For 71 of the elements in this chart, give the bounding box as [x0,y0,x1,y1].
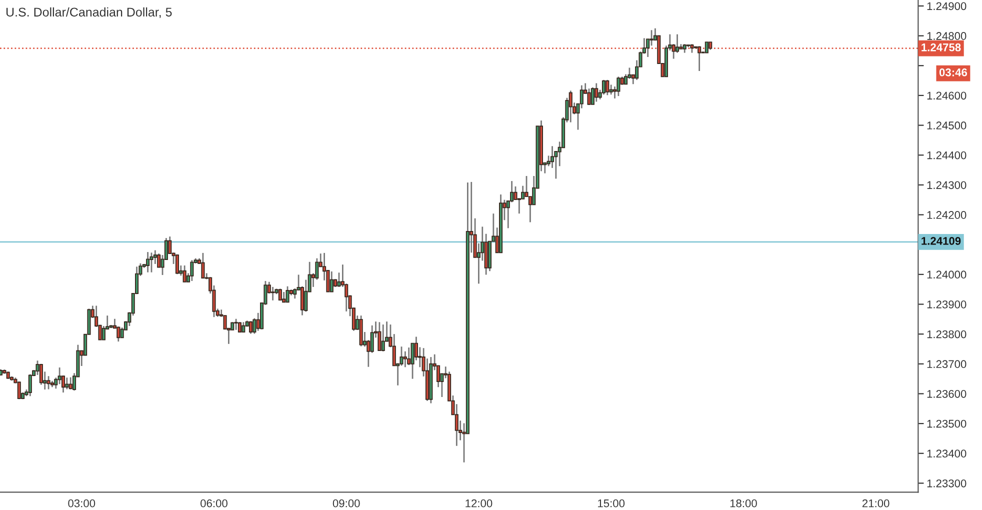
candlestick [650,29,654,46]
candlestick [242,321,246,333]
candlestick [698,46,702,72]
text: U.S. Dollar/Canadian Dollar, 5 [6,7,172,18]
candlestick [286,286,290,303]
candlestick [378,321,382,352]
candlestick [616,76,620,97]
candlestick [594,82,598,102]
y-tick-label: 1.23600 [927,390,966,398]
candlestick [704,42,708,54]
candlestick [39,363,43,386]
x-tick-label: 21:00 [862,499,890,508]
y-tick-label: 1.24600 [927,92,966,100]
candlestick [675,34,680,54]
candlestick [28,374,32,397]
candlestick [102,325,106,340]
candlestick [521,185,525,200]
y-tick-label: 1.23400 [927,450,966,458]
ref-line-label: 1.24109 [922,237,961,245]
y-tick-label: 1.24000 [927,270,966,279]
candlestick [590,86,594,106]
candlestick [278,288,282,301]
candlestick [587,88,591,106]
candlestick [602,79,606,96]
candlestick [271,286,275,302]
candlestick [146,251,150,274]
x-tick-label: 18:00 [730,499,757,508]
candlestick [58,366,62,385]
y-tick-label: 1.24300 [927,181,966,190]
candlestick [234,318,238,331]
y-tick-label: 1.24500 [927,122,966,130]
candlestick [606,79,610,96]
candlestick [282,291,286,303]
text: 03:46 [939,68,968,76]
x-tick-label: 15:00 [598,499,625,508]
candlestick [65,376,69,390]
y-tick-label: 1.23900 [927,300,966,308]
y-tick-label: 1.23700 [927,360,966,368]
y-tick-label: 1.23300 [927,479,966,488]
candlestick [392,333,396,366]
candlestick [568,90,572,123]
candlestick [454,403,458,447]
y-tick-label: 1.24800 [927,32,966,40]
y-tick-label: 1.23800 [927,330,966,338]
y-tick-label: 1.23500 [927,420,966,428]
candlestick [182,264,186,283]
x-tick-label: 06:00 [200,499,228,508]
candlestick [407,346,411,366]
candlestick [238,321,242,333]
x-tick-label: 12:00 [466,499,492,508]
candlestick [190,259,194,282]
x-tick-label: 03:00 [68,499,96,508]
candlestick [201,252,205,279]
candlestick [609,84,613,96]
candlestick [46,375,50,390]
ref-line-label: 1.24758 [922,43,961,52]
y-tick-label: 1.24200 [927,211,966,219]
y-tick-label: 1.24900 [927,2,966,10]
x-tick-label: 09:00 [332,499,360,508]
candlestick [248,320,253,334]
candlestick [400,346,404,366]
candlestick [150,252,154,274]
candlestick [403,350,407,368]
candlestick [514,186,518,200]
candlestick [116,326,120,342]
candlestick [293,288,297,300]
candlestick [223,315,227,330]
candlestick [330,270,334,292]
candlestick [381,324,385,352]
y-tick-label: 1.24400 [927,151,966,160]
candlestick [175,254,179,275]
